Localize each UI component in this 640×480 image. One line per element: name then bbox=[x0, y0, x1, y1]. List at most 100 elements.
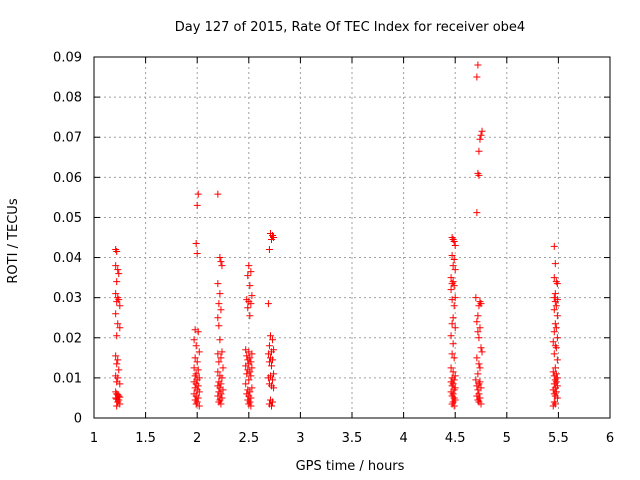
data-point bbox=[246, 312, 254, 320]
data-point bbox=[477, 344, 485, 352]
data-point bbox=[112, 262, 120, 270]
data-point bbox=[190, 336, 198, 344]
data-point bbox=[550, 328, 558, 336]
data-point bbox=[216, 336, 224, 344]
data-point bbox=[449, 262, 457, 270]
data-point bbox=[218, 348, 226, 356]
data-point bbox=[216, 254, 224, 262]
data-point bbox=[112, 352, 120, 360]
chart-title: Day 127 of 2015, Rate Of TEC Index for r… bbox=[175, 20, 525, 35]
data-point bbox=[215, 300, 223, 308]
data-point bbox=[553, 280, 561, 288]
data-point bbox=[242, 380, 250, 388]
y-tick-label: 0.06 bbox=[53, 171, 82, 186]
data-point bbox=[449, 340, 457, 348]
data-point bbox=[214, 392, 222, 400]
data-point bbox=[115, 366, 123, 374]
data-point bbox=[115, 270, 123, 278]
data-point bbox=[551, 290, 559, 298]
data-point bbox=[248, 350, 256, 358]
data-point bbox=[269, 336, 277, 344]
data-point bbox=[214, 314, 222, 322]
data-point bbox=[478, 348, 486, 356]
data-point bbox=[448, 296, 456, 304]
data-point bbox=[247, 372, 255, 380]
data-point bbox=[192, 342, 200, 350]
data-point bbox=[474, 61, 482, 69]
data-point bbox=[550, 306, 558, 314]
data-point bbox=[113, 402, 121, 410]
x-tick-label: 4 bbox=[399, 431, 407, 446]
data-point bbox=[265, 342, 273, 350]
data-point bbox=[449, 368, 457, 376]
data-point bbox=[447, 364, 455, 372]
data-point bbox=[448, 350, 456, 358]
x-tick-label: 6 bbox=[606, 431, 614, 446]
data-point bbox=[447, 332, 455, 340]
data-point bbox=[190, 364, 198, 372]
data-point bbox=[216, 290, 224, 298]
data-point bbox=[473, 354, 481, 362]
x-tick-label: 3.5 bbox=[342, 431, 363, 446]
y-tick-label: 0 bbox=[74, 412, 82, 427]
data-point bbox=[450, 282, 458, 290]
data-point bbox=[476, 364, 484, 372]
data-point bbox=[448, 252, 456, 260]
data-point bbox=[113, 298, 121, 306]
data-point bbox=[195, 402, 203, 410]
data-point bbox=[217, 354, 225, 362]
data-point bbox=[448, 320, 456, 328]
data-point bbox=[112, 310, 120, 318]
data-point bbox=[473, 209, 481, 217]
data-point bbox=[112, 290, 120, 298]
data-point bbox=[113, 248, 121, 256]
data-point bbox=[549, 402, 557, 410]
data-point bbox=[264, 350, 272, 358]
data-point bbox=[451, 242, 459, 250]
data-point bbox=[447, 286, 455, 294]
data-point bbox=[474, 370, 482, 378]
data-point bbox=[474, 328, 482, 336]
data-point bbox=[474, 386, 482, 394]
y-tick-label: 0.02 bbox=[53, 331, 82, 346]
y-tick-label: 0.05 bbox=[53, 211, 82, 226]
data-point bbox=[268, 402, 276, 410]
data-point bbox=[552, 302, 560, 310]
data-point bbox=[247, 300, 255, 308]
data-point bbox=[248, 292, 256, 300]
data-point bbox=[195, 348, 203, 356]
data-point bbox=[478, 127, 486, 135]
data-point bbox=[549, 338, 557, 346]
data-point bbox=[550, 242, 558, 250]
data-point bbox=[214, 350, 222, 358]
y-tick-label: 0.07 bbox=[53, 131, 82, 146]
data-point bbox=[217, 306, 225, 314]
data-point bbox=[247, 402, 255, 410]
data-point bbox=[477, 131, 485, 139]
y-tick-label: 0.04 bbox=[53, 251, 82, 266]
data-point bbox=[551, 260, 559, 268]
data-point bbox=[551, 320, 559, 328]
data-point bbox=[219, 386, 227, 394]
data-point bbox=[217, 258, 225, 266]
data-point bbox=[269, 376, 277, 384]
x-tick-label: 5 bbox=[503, 431, 511, 446]
data-point bbox=[475, 147, 483, 155]
data-point bbox=[243, 370, 251, 378]
data-point bbox=[552, 344, 560, 352]
data-point bbox=[245, 262, 253, 270]
data-point bbox=[194, 366, 202, 374]
data-point bbox=[268, 362, 276, 370]
data-point bbox=[475, 334, 483, 342]
data-point bbox=[475, 171, 483, 179]
data-point bbox=[477, 400, 485, 408]
data-point bbox=[551, 364, 559, 372]
data-point bbox=[193, 201, 201, 209]
data-point bbox=[550, 350, 558, 358]
data-point bbox=[248, 384, 256, 392]
data-point bbox=[193, 358, 201, 366]
data-point bbox=[451, 266, 459, 274]
x-axis-label: GPS time / hours bbox=[296, 459, 405, 474]
data-point bbox=[474, 312, 482, 320]
